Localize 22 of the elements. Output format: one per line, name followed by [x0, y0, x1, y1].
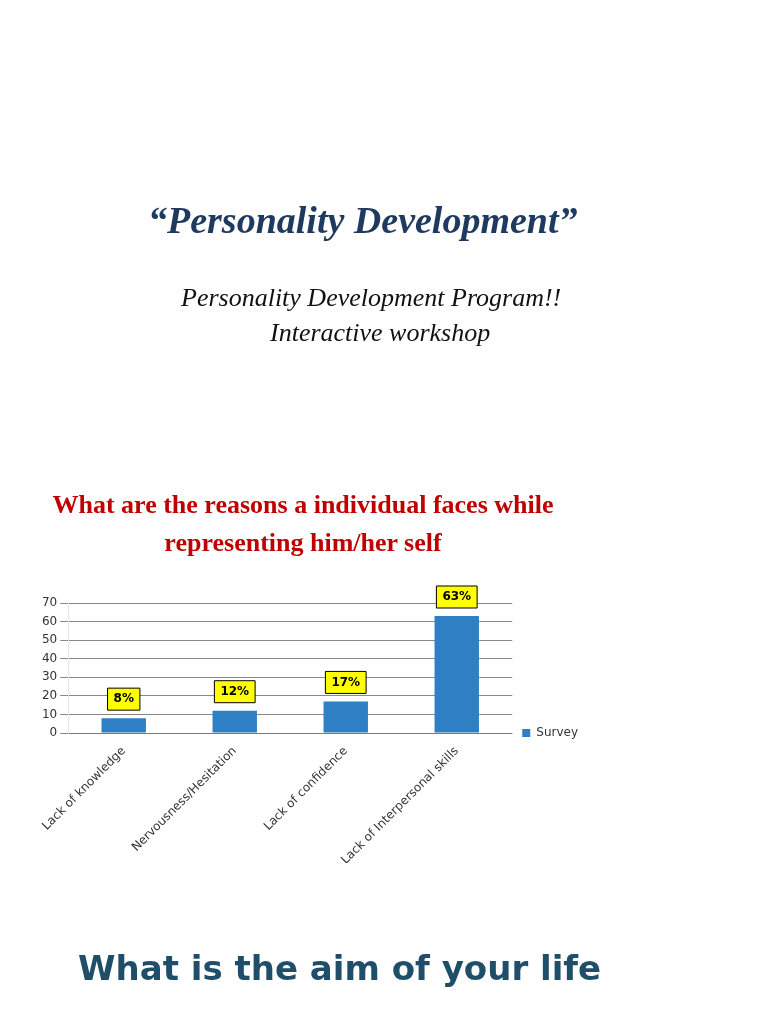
- y-tick-label: 10: [41, 706, 58, 721]
- y-tick-label: 50: [41, 632, 58, 647]
- bar: [212, 710, 257, 733]
- bar: [323, 701, 368, 733]
- text: What is the aim of your life: [78, 948, 602, 988]
- text: Interactive workshop: [270, 318, 491, 348]
- bar: [434, 616, 479, 733]
- text: 8%: [113, 691, 134, 706]
- text: 17%: [331, 674, 361, 689]
- y-tick-label: 70: [41, 595, 58, 610]
- y-tick-label: 20: [41, 687, 58, 702]
- y-tick-label: 30: [41, 669, 58, 684]
- chart-title: What are the reasons a individual faces while representing him/her self: [51, 489, 555, 559]
- text: 63%: [442, 589, 472, 604]
- text: “Personality Development”: [148, 198, 578, 242]
- y-tick-label: 60: [41, 613, 58, 628]
- bar: [101, 718, 146, 733]
- y-tick-label: 0: [49, 725, 58, 740]
- text: 12%: [220, 683, 250, 698]
- legend-label: Survey: [536, 725, 579, 740]
- y-tick-label: 40: [41, 650, 58, 665]
- text: Personality Development Program!!: [181, 283, 562, 313]
